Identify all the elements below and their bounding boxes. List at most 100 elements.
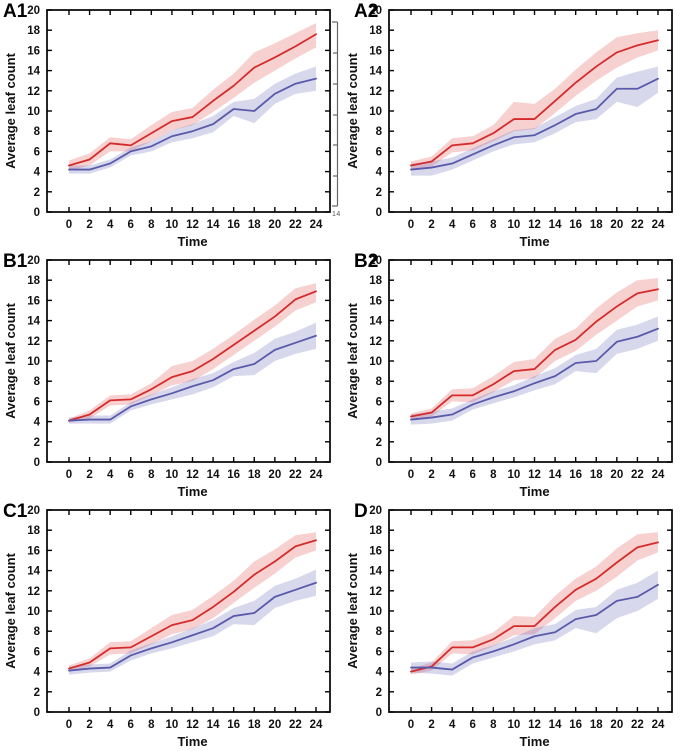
svg-text:8: 8 [34,626,41,638]
svg-text:20: 20 [369,505,382,517]
svg-text:6: 6 [34,646,40,658]
svg-text:4: 4 [34,167,41,179]
svg-text:16: 16 [227,719,240,731]
svg-text:10: 10 [508,719,521,731]
panel-label-a2: A2 [354,1,379,22]
svg-text:2: 2 [376,437,382,449]
svg-text:20: 20 [610,719,623,731]
panel-b1: B1 0 2 4 6 8 10 12 14 16 18 20 22 24 0 2 4 6 8 10 12 14 16 18 2… [0,250,342,500]
svg-text:24: 24 [652,719,665,731]
svg-text:18: 18 [369,25,382,37]
svg-text:0: 0 [66,219,72,231]
svg-text:4: 4 [449,469,456,481]
svg-text:18: 18 [248,219,261,231]
svg-text:6: 6 [128,219,134,231]
svg-text:20: 20 [610,469,623,481]
svg-text:Time: Time [519,734,549,749]
svg-text:20: 20 [268,719,281,731]
svg-text:6: 6 [376,646,382,658]
svg-text:14: 14 [369,316,382,328]
svg-text:6: 6 [128,469,134,481]
svg-text:14: 14 [549,719,562,731]
svg-text:10: 10 [369,606,382,618]
svg-text:0: 0 [376,457,382,469]
svg-text:6: 6 [376,146,382,158]
svg-text:2: 2 [428,469,434,481]
svg-text:2: 2 [376,687,382,699]
line-chart-a2: 0 2 4 6 8 10 12 14 16 18 20 22 2402468101214161820Ti… [345,5,673,249]
svg-text:4: 4 [107,219,114,231]
svg-text:22: 22 [631,219,644,231]
svg-text:18: 18 [248,469,261,481]
svg-text:8: 8 [490,719,497,731]
svg-text:0: 0 [66,719,72,731]
svg-text:2: 2 [376,187,382,199]
svg-text:14: 14 [549,219,562,231]
svg-text:10: 10 [27,106,40,118]
svg-text:0: 0 [376,707,382,719]
svg-text:12: 12 [369,586,382,598]
svg-text:6: 6 [470,219,476,231]
svg-text:Time: Time [177,484,207,499]
svg-text:14: 14 [549,469,562,481]
svg-text:12: 12 [528,719,541,731]
svg-text:12: 12 [27,336,40,348]
svg-text:Average leaf count: Average leaf count [345,302,360,419]
svg-text:10: 10 [508,469,521,481]
svg-text:4: 4 [107,719,114,731]
svg-text:14: 14 [207,219,220,231]
svg-text:16: 16 [569,719,582,731]
svg-text:14: 14 [27,316,40,328]
svg-text:6: 6 [470,719,476,731]
svg-text:0: 0 [408,219,414,231]
svg-text:10: 10 [166,219,179,231]
svg-text:20: 20 [268,219,281,231]
svg-text:24: 24 [310,219,323,231]
svg-text:14: 14 [369,66,382,78]
svg-text:10: 10 [166,719,179,731]
svg-text:6: 6 [128,719,134,731]
svg-text:14: 14 [207,719,220,731]
svg-text:8: 8 [376,126,383,138]
svg-text:4: 4 [376,667,383,679]
svg-text:16: 16 [27,45,40,57]
svg-text:16: 16 [27,295,40,307]
svg-text:12: 12 [369,336,382,348]
panel-d: D 0 2 4 6 8 10 12 14 16 18 20 22 24 0 2 4 6 8 10 12 14 16 18 20… [342,500,685,751]
svg-text:4: 4 [34,417,41,429]
svg-text:12: 12 [369,86,382,98]
line-chart-b2: 0 2 4 6 8 10 12 14 16 18 20 22 2402468101214161820Ti… [345,255,673,499]
svg-text:2: 2 [86,719,92,731]
svg-text:4: 4 [376,167,383,179]
svg-text:22: 22 [289,719,302,731]
svg-text:0: 0 [408,719,414,731]
svg-text:18: 18 [27,275,40,287]
svg-text:8: 8 [34,126,41,138]
svg-text:20: 20 [268,469,281,481]
svg-text:8: 8 [490,469,497,481]
svg-text:24: 24 [652,219,665,231]
svg-text:4: 4 [376,417,383,429]
svg-text:2: 2 [86,469,92,481]
svg-text:16: 16 [569,219,582,231]
svg-text:18: 18 [27,525,40,537]
svg-text:20: 20 [27,5,40,17]
line-chart-d: 0 2 4 6 8 10 12 14 16 18 20 22 2402468101214161820Ti… [345,505,673,749]
svg-text:12: 12 [186,219,199,231]
svg-text:10: 10 [27,356,40,368]
svg-text:16: 16 [369,45,382,57]
line-chart-b1: 0 2 4 6 8 10 12 14 16 18 20 22 2402468101214161820Ti… [3,255,331,499]
panel-label-a1: A1 [3,1,28,22]
svg-text:14: 14 [27,566,40,578]
svg-text:10: 10 [369,356,382,368]
svg-text:Average leaf count: Average leaf count [3,552,18,669]
svg-text:Average leaf count: Average leaf count [345,552,360,669]
svg-text:10: 10 [508,219,521,231]
svg-text:Average leaf count: Average leaf count [3,302,18,419]
svg-text:20: 20 [27,255,40,267]
svg-text:18: 18 [369,275,382,287]
svg-text:Time: Time [177,234,207,249]
svg-text:12: 12 [528,219,541,231]
svg-text:14: 14 [27,66,40,78]
svg-text:12: 12 [27,86,40,98]
